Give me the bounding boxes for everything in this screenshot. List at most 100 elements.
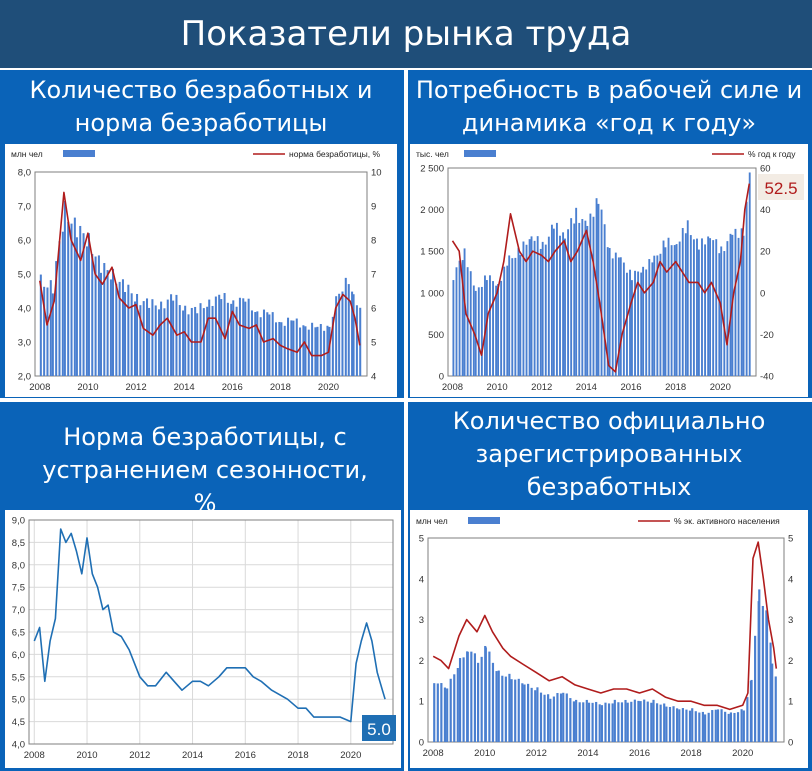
- bar: [593, 217, 595, 376]
- bar: [526, 245, 528, 376]
- column-divider: [404, 70, 408, 771]
- bar: [746, 697, 748, 742]
- y-tick-label: 4,5: [12, 717, 25, 728]
- bar: [495, 671, 497, 742]
- y-tick-label: 2 500: [420, 164, 444, 175]
- y-tick-label: 8,5: [12, 538, 25, 549]
- bar: [617, 702, 619, 742]
- page-title: Показатели рынка труда: [0, 0, 812, 68]
- x-tick-label: 2018: [665, 382, 686, 393]
- bar: [203, 308, 205, 376]
- bar: [531, 236, 533, 376]
- y-right-tick-label: 0: [788, 738, 793, 749]
- bar: [536, 687, 538, 742]
- bar: [316, 327, 318, 376]
- bar: [275, 322, 277, 376]
- bar: [701, 238, 703, 376]
- bar: [582, 702, 584, 742]
- y-tick-label: 8,0: [12, 560, 25, 571]
- bar: [689, 711, 691, 742]
- bar: [146, 298, 148, 376]
- y-tick-label: 4,0: [18, 304, 31, 315]
- bar: [665, 707, 667, 742]
- bar: [251, 310, 253, 376]
- x-tick-label: 2014: [174, 382, 195, 393]
- bar: [556, 223, 558, 376]
- y-tick-label: 3,0: [18, 338, 31, 349]
- bar: [588, 703, 590, 742]
- y-right-tick-label: 4: [788, 574, 793, 585]
- bar: [338, 294, 340, 376]
- bar: [463, 657, 465, 742]
- y-tick-label: 1 000: [420, 288, 444, 299]
- bar: [707, 236, 709, 376]
- bar: [730, 712, 732, 742]
- bar: [569, 698, 571, 742]
- y-tick-label: 4: [419, 574, 424, 585]
- bar: [601, 210, 603, 376]
- bar: [280, 322, 282, 376]
- x-tick-label: 2012: [531, 382, 552, 393]
- bar: [678, 709, 680, 742]
- y-tick-label: 7,0: [12, 605, 25, 616]
- y-tick-label: 1 500: [420, 247, 444, 258]
- bar: [452, 280, 454, 376]
- legend-line-label: % эк. активного населения: [674, 516, 780, 526]
- bar: [749, 172, 751, 376]
- bar: [134, 301, 136, 376]
- x-tick-label: 2014: [577, 748, 598, 759]
- y-right-tick-label: -20: [760, 330, 774, 341]
- bar: [505, 677, 507, 742]
- bar: [775, 676, 777, 742]
- bar: [620, 257, 622, 376]
- y-tick-label: 500: [428, 330, 444, 341]
- legend-bar-label: млн чел: [416, 516, 448, 526]
- bar: [457, 668, 459, 742]
- bar: [122, 279, 124, 376]
- bar: [184, 306, 186, 376]
- bar: [437, 683, 439, 742]
- bar: [720, 709, 722, 742]
- bar: [663, 703, 665, 742]
- bar: [643, 700, 645, 742]
- bar: [110, 279, 112, 376]
- bar: [287, 318, 289, 376]
- y-tick-label: 6,0: [12, 650, 25, 661]
- bar: [660, 705, 662, 742]
- bar: [311, 323, 313, 376]
- bar: [182, 310, 184, 376]
- bar: [348, 284, 350, 376]
- bar: [608, 703, 610, 742]
- x-tick-label: 2012: [125, 382, 146, 393]
- y-tick-label: 5,5: [12, 672, 25, 683]
- bar: [248, 299, 250, 376]
- x-tick-label: 2012: [129, 750, 150, 761]
- bar: [553, 697, 555, 742]
- bar: [672, 706, 674, 742]
- x-tick-label: 2016: [222, 382, 243, 393]
- bar: [523, 242, 525, 376]
- bar: [172, 301, 174, 376]
- bar: [712, 240, 714, 376]
- bar: [534, 690, 536, 742]
- bar: [433, 683, 435, 742]
- y-tick-label: 0: [439, 372, 444, 383]
- x-tick-label: 2012: [526, 748, 547, 759]
- bar: [659, 254, 661, 376]
- bar: [518, 679, 520, 742]
- y-tick-label: 5,0: [12, 695, 25, 706]
- y-right-tick-label: 6: [371, 304, 376, 315]
- bar: [341, 292, 343, 376]
- bar: [592, 703, 594, 742]
- bar: [492, 281, 494, 376]
- bar: [733, 713, 735, 742]
- y-tick-label: 1: [419, 697, 424, 708]
- annotation-value: 52.5: [764, 179, 797, 198]
- chart-panel-labor-demand: 0 500 1 000 1 500 2 000 2 500 -40 -20 0 20 40 60 200…: [410, 144, 808, 397]
- bar: [540, 693, 542, 742]
- bar: [542, 242, 544, 376]
- bar: [218, 295, 220, 376]
- bar: [511, 258, 513, 376]
- bar: [212, 306, 214, 376]
- y-tick-label: 4,0: [12, 740, 25, 751]
